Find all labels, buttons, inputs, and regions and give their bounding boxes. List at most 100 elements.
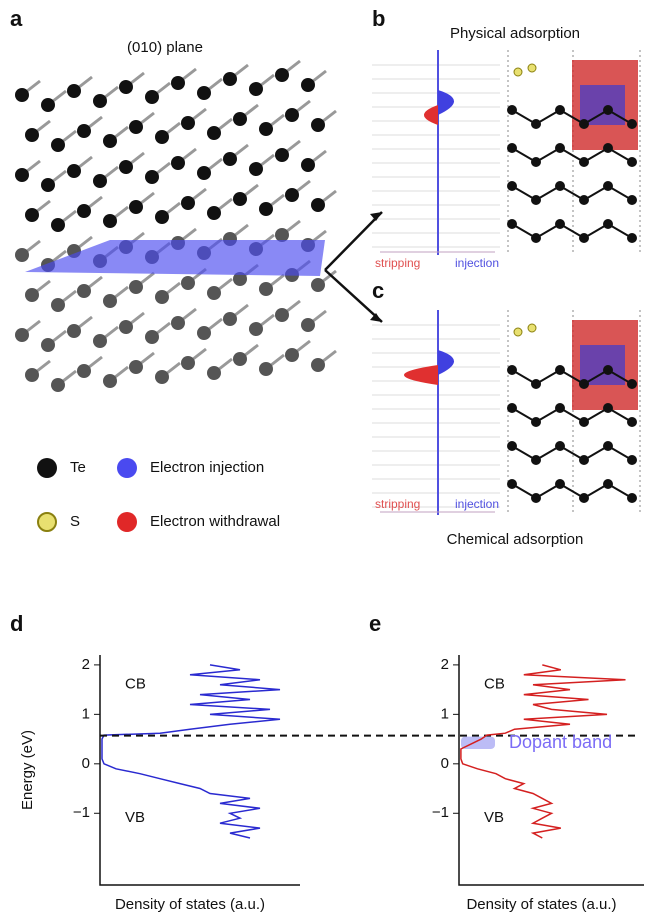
legend-label: S (70, 513, 80, 530)
atom (181, 196, 195, 210)
atom (67, 324, 81, 338)
atom (627, 417, 637, 427)
panel-letter: c (372, 278, 384, 303)
atom (249, 82, 263, 96)
atom (171, 156, 185, 170)
atom (275, 308, 289, 322)
injection-label: injection (455, 497, 499, 511)
atom (207, 286, 221, 300)
y-tick-label: 1 (441, 705, 449, 722)
atom (93, 334, 107, 348)
axis (458, 655, 644, 886)
atom (233, 352, 247, 366)
x-axis-label: Density of states (a.u.) (466, 896, 616, 913)
annotation: VB (484, 809, 504, 826)
y-axis-label: Energy (eV) (19, 730, 36, 810)
atom (15, 328, 29, 342)
panel-letter: b (372, 6, 385, 31)
atom (155, 210, 169, 224)
atom (77, 124, 91, 138)
atom (285, 348, 299, 362)
atom (259, 122, 273, 136)
atom (77, 284, 91, 298)
annotation: CB (125, 676, 146, 693)
atom (275, 148, 289, 162)
lobe (424, 105, 438, 125)
y-tick-label: 2 (441, 656, 449, 673)
atom (311, 118, 325, 132)
atom (249, 322, 263, 336)
atom (627, 379, 637, 389)
atom (233, 272, 247, 286)
lobe (438, 90, 454, 115)
injection-label: injection (455, 256, 499, 270)
atom (171, 316, 185, 330)
atom (25, 128, 39, 142)
dos-line (460, 664, 626, 839)
atom (93, 94, 107, 108)
atom (129, 120, 143, 134)
atom (41, 338, 55, 352)
atom (25, 368, 39, 382)
atom (181, 276, 195, 290)
plane-label: (010) plane (127, 39, 203, 56)
legend-label: Electron injection (150, 459, 264, 476)
atom (181, 356, 195, 370)
s-atom (513, 327, 523, 337)
atom (233, 192, 247, 206)
atom (223, 152, 237, 166)
atom (145, 170, 159, 184)
atom (41, 178, 55, 192)
atom (129, 360, 143, 374)
y-tick-label: 0 (82, 755, 90, 772)
atom (285, 108, 299, 122)
atom (311, 198, 325, 212)
atom (67, 164, 81, 178)
atom (627, 195, 637, 205)
atom (51, 138, 65, 152)
lobe (404, 365, 438, 385)
atom (93, 174, 107, 188)
injection-icon (117, 458, 137, 478)
legend-label: Te (70, 459, 86, 476)
atom (627, 455, 637, 465)
atom (197, 86, 211, 100)
atom (119, 320, 133, 334)
atom (15, 168, 29, 182)
annotation: CB (484, 676, 505, 693)
atom (129, 280, 143, 294)
y-tick-label: 2 (82, 656, 90, 673)
atom (259, 362, 273, 376)
atom (77, 204, 91, 218)
atom (627, 119, 637, 129)
atom (181, 116, 195, 130)
atom (171, 76, 185, 90)
y-tick-label: 1 (82, 705, 90, 722)
atom (259, 202, 273, 216)
atom (25, 288, 39, 302)
charge-density (580, 345, 625, 385)
illustration (15, 50, 641, 515)
annotation: Dopant band (509, 732, 612, 752)
atom (197, 166, 211, 180)
arrow (324, 211, 383, 323)
s-icon (37, 512, 57, 532)
y-tick-label: −1 (432, 804, 449, 821)
atom (51, 298, 65, 312)
atom (301, 318, 315, 332)
x-axis-label: Density of states (a.u.) (115, 896, 265, 913)
s-atom (513, 67, 523, 77)
atom (249, 162, 263, 176)
atom (145, 330, 159, 344)
atom (103, 294, 117, 308)
atom (627, 493, 637, 503)
atom (51, 218, 65, 232)
atom (119, 160, 133, 174)
atom (207, 206, 221, 220)
atom (223, 72, 237, 86)
atom (207, 126, 221, 140)
atom (129, 200, 143, 214)
atom (259, 282, 273, 296)
atom (223, 312, 237, 326)
